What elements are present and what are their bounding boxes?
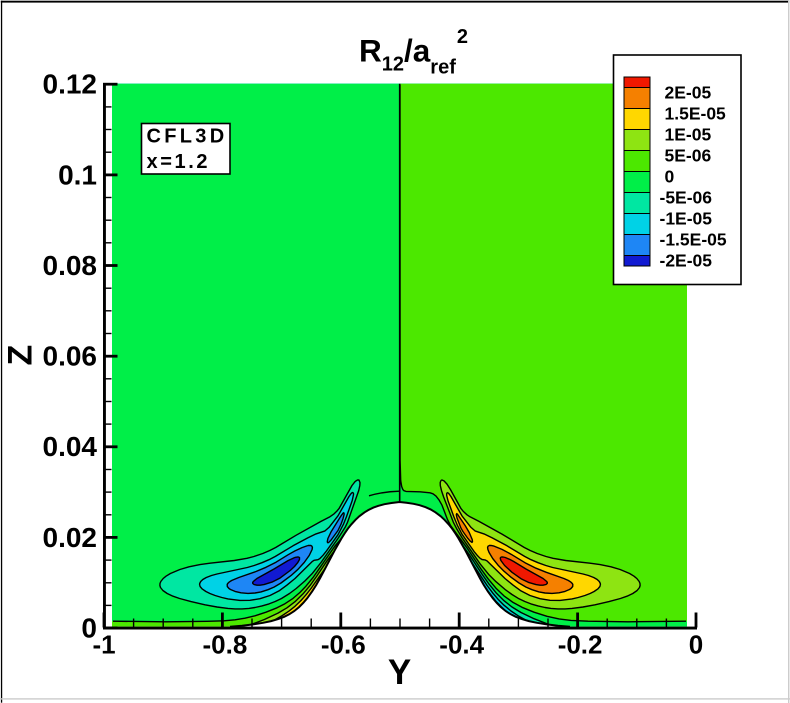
svg-text:CFL3D: CFL3D [147, 125, 228, 147]
svg-text:0.08: 0.08 [43, 250, 98, 281]
svg-text:-0.6: -0.6 [321, 630, 366, 660]
svg-text:0: 0 [81, 612, 97, 643]
svg-text:0: 0 [665, 167, 675, 187]
svg-text:0.12: 0.12 [43, 69, 98, 100]
svg-text:-1.5E-05: -1.5E-05 [660, 230, 727, 250]
svg-text:0: 0 [689, 630, 703, 660]
svg-text:0.02: 0.02 [43, 522, 98, 553]
svg-text:-2E-05: -2E-05 [660, 251, 713, 271]
svg-text:Y: Y [388, 653, 411, 692]
svg-text:1.5E-05: 1.5E-05 [665, 104, 727, 124]
svg-text:5E-06: 5E-06 [665, 146, 712, 166]
svg-text:Z: Z [2, 345, 40, 366]
svg-text:0.06: 0.06 [43, 341, 98, 372]
svg-text:-5E-06: -5E-06 [660, 188, 713, 208]
svg-text:-1: -1 [92, 630, 115, 660]
svg-text:1E-05: 1E-05 [665, 125, 712, 145]
svg-text:0.04: 0.04 [43, 431, 98, 462]
svg-text:-0.2: -0.2 [558, 630, 603, 660]
svg-text:-1E-05: -1E-05 [660, 209, 713, 229]
svg-text:-0.8: -0.8 [202, 630, 247, 660]
svg-text:2E-05: 2E-05 [665, 83, 712, 103]
svg-text:x=1.2: x=1.2 [147, 151, 211, 173]
svg-text:-0.4: -0.4 [439, 630, 484, 660]
svg-text:0.1: 0.1 [58, 159, 97, 190]
